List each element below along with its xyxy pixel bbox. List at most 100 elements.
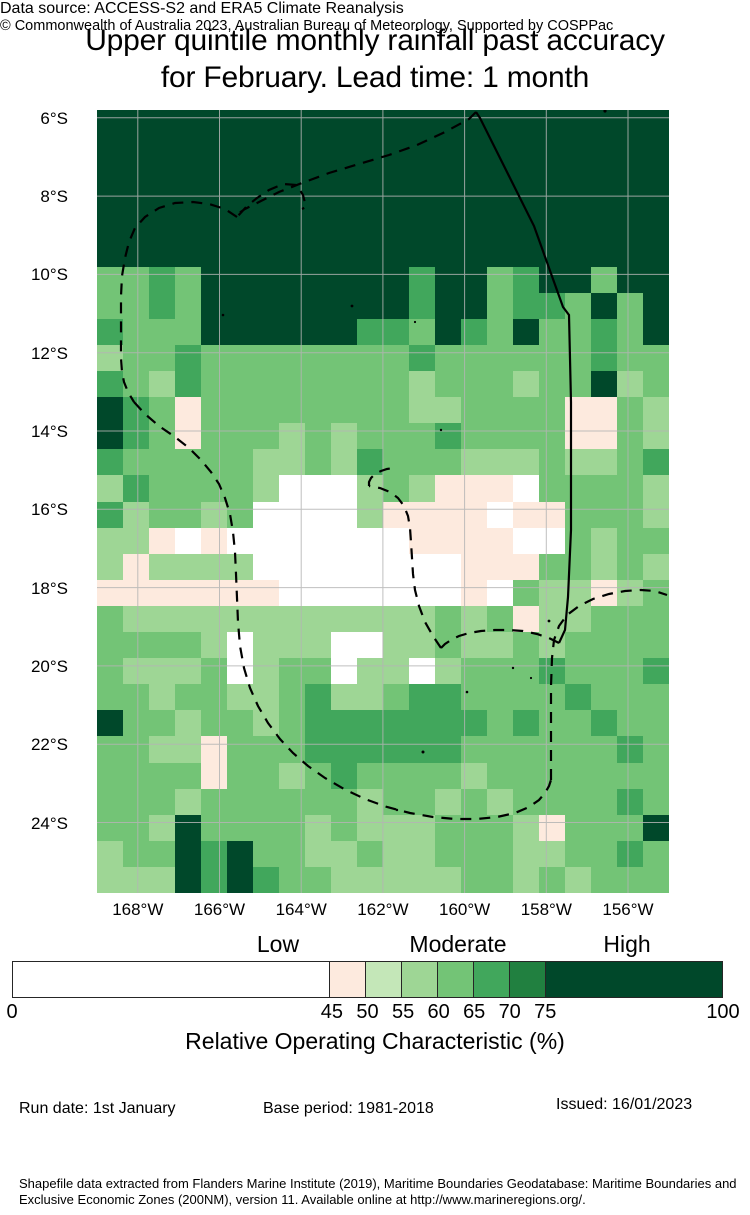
heatmap-cell: [357, 475, 384, 503]
heatmap-cell: [201, 240, 228, 268]
heatmap-cell: [461, 318, 488, 346]
heatmap-cell: [617, 840, 644, 868]
heatmap-cell: [565, 553, 592, 581]
heatmap-cell: [123, 632, 150, 659]
heatmap-cell: [383, 423, 410, 450]
heatmap-cell: [409, 318, 436, 346]
heatmap-cell: [487, 162, 514, 189]
heatmap-cell: [305, 344, 332, 372]
heatmap-cell: [331, 318, 358, 346]
heatmap-cell: [149, 214, 176, 242]
heatmap-cell: [253, 188, 280, 215]
heatmap-cell: [487, 553, 514, 581]
colorbar-title: Relative Operating Characteristic (%): [185, 1028, 565, 1054]
heatmap-cell: [461, 344, 488, 372]
heatmap-cell: [539, 318, 566, 346]
heatmap-cell: [435, 110, 462, 137]
heatmap-cell: [253, 866, 280, 893]
heatmap-cell: [565, 240, 592, 268]
heatmap-cell: [461, 866, 488, 893]
heatmap-cell: [123, 658, 150, 685]
heatmap-cell: [539, 866, 566, 893]
heatmap-cell: [357, 240, 384, 268]
heatmap-cell: [487, 475, 514, 503]
heatmap-cell: [617, 866, 644, 893]
heatmap-cell: [201, 188, 228, 215]
heatmap-cell: [97, 162, 124, 189]
heatmap-cell: [97, 449, 124, 476]
heatmap-cell: [97, 814, 124, 842]
heatmap-cell: [435, 762, 462, 790]
heatmap-cell: [513, 579, 540, 607]
heatmap-cell: [97, 188, 124, 215]
heatmap-cell: [487, 318, 514, 346]
heatmap-cell: [591, 292, 618, 320]
heatmap-cell: [279, 475, 306, 503]
heatmap-cell: [591, 788, 618, 816]
heatmap-cell: [253, 318, 280, 346]
heatmap-cell: [565, 632, 592, 659]
heatmap-cell: [279, 840, 306, 868]
heatmap-cell: [565, 710, 592, 737]
heatmap-cell: [643, 527, 669, 555]
y-tick-label: 6°S: [40, 108, 68, 128]
y-tick-label: 10°S: [30, 265, 68, 285]
heatmap-cell: [305, 240, 332, 268]
heatmap-cell: [643, 605, 669, 633]
heatmap-cell: [539, 371, 566, 398]
heatmap-cell: [513, 292, 540, 320]
heatmap-cell: [409, 527, 436, 555]
heatmap-cell: [643, 736, 669, 764]
heatmap-cell: [227, 423, 254, 450]
heatmap-cell: [617, 188, 644, 215]
x-tick-label: 156°W: [602, 900, 654, 919]
heatmap-cell: [487, 710, 514, 737]
heatmap-cell: [409, 762, 436, 790]
heatmap-cell: [617, 632, 644, 659]
heatmap-cell: [617, 371, 644, 398]
heatmap-cell: [357, 292, 384, 320]
heatmap-cell: [201, 840, 228, 868]
heatmap-cell: [227, 110, 254, 137]
y-tick-label: 22°S: [30, 735, 68, 755]
heatmap-cell: [643, 188, 669, 215]
heatmap-cell: [123, 162, 150, 189]
heatmap-cell: [643, 684, 669, 711]
heatmap-cell: [487, 840, 514, 868]
heatmap-cell: [305, 762, 332, 790]
heatmap-cell: [565, 840, 592, 868]
heatmap-cell: [253, 658, 280, 685]
x-tick-label: 168°W: [112, 900, 164, 919]
heatmap-cell: [461, 266, 488, 294]
heatmap-cell: [97, 214, 124, 242]
heatmap-cell: [487, 292, 514, 320]
heatmap-cell: [331, 605, 358, 633]
heatmap-cell: [149, 423, 176, 450]
colorbar-segment: [474, 962, 511, 997]
heatmap-cell: [539, 527, 566, 555]
heatmap-cell: [539, 475, 566, 503]
y-tick-label: 18°S: [30, 578, 68, 598]
heatmap-cell: [539, 136, 566, 163]
heatmap-cell: [409, 449, 436, 476]
heatmap-cell: [305, 292, 332, 320]
heatmap-cell: [175, 240, 202, 268]
heatmap-cell: [591, 684, 618, 711]
heatmap-cell: [149, 814, 176, 842]
heatmap-cell: [435, 814, 462, 842]
heatmap-cell: [565, 605, 592, 633]
heatmap-cell: [201, 475, 228, 503]
heatmap-cell: [409, 240, 436, 268]
heatmap-cell: [123, 840, 150, 868]
heatmap-cell: [409, 840, 436, 868]
heatmap-cell: [357, 866, 384, 893]
heatmap-cell: [149, 527, 176, 555]
heatmap-cell: [435, 475, 462, 503]
heatmap-cell: [201, 527, 228, 555]
heatmap-cell: [435, 397, 462, 424]
heatmap-cell: [279, 136, 306, 163]
heatmap-cell: [643, 449, 669, 476]
heatmap-cell: [331, 553, 358, 581]
heatmap-cell: [435, 449, 462, 476]
x-tick-label: 162°W: [357, 900, 409, 919]
